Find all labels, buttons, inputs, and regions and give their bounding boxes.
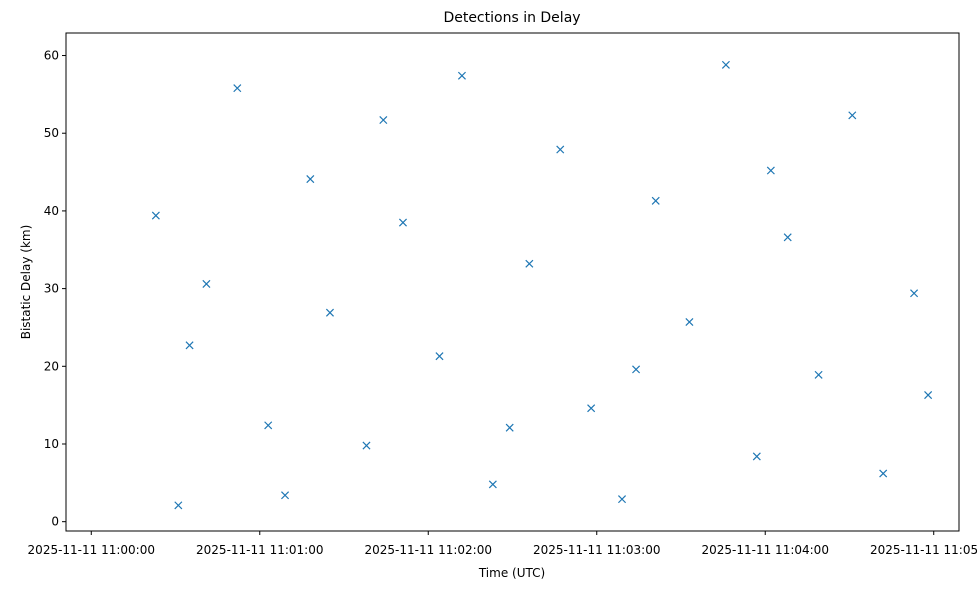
x-tick-label-2: 2025-11-11 11:02:00 xyxy=(365,543,492,557)
data-point-12 xyxy=(556,145,565,154)
data-point-14 xyxy=(617,495,627,504)
data-point-31 xyxy=(924,391,933,400)
data-point-13 xyxy=(587,404,596,413)
y-tick-label-3: 30 xyxy=(44,282,59,296)
data-point-27 xyxy=(379,115,388,125)
data-point-19 xyxy=(783,233,792,242)
data-point-6 xyxy=(362,441,371,450)
data-point-25 xyxy=(185,341,194,350)
x-tick-label-5: 2025-11-11 11:05:00 xyxy=(870,543,979,557)
x-tick-label-4: 2025-11-11 11:04:00 xyxy=(702,543,829,557)
x-tick-label-3: 2025-11-11 11:03:00 xyxy=(533,543,660,557)
data-point-24 xyxy=(151,211,160,220)
data-point-30 xyxy=(766,166,775,175)
data-point-4 xyxy=(306,175,315,184)
data-point-10 xyxy=(488,480,497,489)
chart-title: Detections in Delay xyxy=(443,10,580,26)
data-point-5 xyxy=(325,308,334,317)
y-tick-label-0: 0 xyxy=(51,515,59,529)
plot-area xyxy=(151,60,933,510)
data-point-28 xyxy=(505,423,514,432)
y-tick-label-1: 10 xyxy=(44,437,59,451)
data-point-20 xyxy=(814,370,823,379)
y-tick-label-6: 60 xyxy=(44,49,59,63)
data-point-1 xyxy=(202,279,211,288)
x-tick-label-0: 2025-11-11 11:00:00 xyxy=(28,543,155,557)
data-point-21 xyxy=(848,111,857,120)
data-point-7 xyxy=(398,218,408,227)
y-tick-label-2: 20 xyxy=(44,359,59,373)
y-tick-label-4: 40 xyxy=(44,204,59,218)
data-point-18 xyxy=(752,452,761,461)
y-axis-label: Bistatic Delay (km) xyxy=(19,225,33,340)
x-axis: 2025-11-11 11:00:00 2025-11-11 11:01:00 20… xyxy=(28,531,979,557)
y-axis: 0 10 20 30 40 50 60 xyxy=(44,49,66,529)
data-point-26 xyxy=(281,491,290,500)
data-point-11 xyxy=(525,259,534,268)
data-point-8 xyxy=(435,352,444,361)
data-point-15 xyxy=(651,196,660,205)
axes-frame xyxy=(65,32,960,532)
data-point-17 xyxy=(721,60,730,69)
y-tick-label-5: 50 xyxy=(44,126,59,140)
data-point-29 xyxy=(632,365,641,374)
data-point-9 xyxy=(457,71,466,80)
x-axis-label: Time (UTC) xyxy=(478,566,545,580)
data-point-23 xyxy=(910,289,919,298)
x-tick-label-1: 2025-11-11 11:01:00 xyxy=(196,543,323,557)
data-point-22 xyxy=(879,469,888,478)
data-point-2 xyxy=(233,84,242,93)
data-point-3 xyxy=(264,421,273,430)
data-point-16 xyxy=(685,317,694,327)
data-point-0 xyxy=(174,501,183,510)
